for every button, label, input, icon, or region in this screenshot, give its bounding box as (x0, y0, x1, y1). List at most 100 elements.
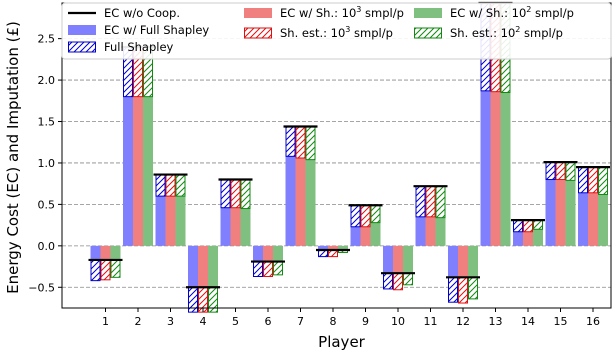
hatch-sh-1e2 (175, 174, 186, 197)
x-tick-label: 2 (135, 315, 142, 328)
bar-full-shapley (480, 90, 491, 246)
bar-full-shapley (350, 226, 361, 246)
hatch-sh-1e3 (523, 219, 533, 233)
x-axis-label: Player (318, 333, 366, 351)
x-tick-label: 10 (391, 315, 405, 328)
y-axis-label: Energy Cost (EC) and Imputation (£) (4, 21, 22, 294)
bar-sh-1e3 (425, 216, 436, 246)
hatch-sh-1e3 (263, 261, 273, 278)
hatch-sh-1e3 (360, 204, 371, 228)
legend-swatch (68, 41, 96, 53)
hatch-full-shapley (415, 185, 426, 218)
bar-sh-1e3 (295, 157, 306, 246)
x-tick-label: 14 (521, 315, 535, 328)
bar-sh-1e2 (598, 194, 608, 246)
bar-full-shapley (578, 192, 588, 246)
bar-sh-1e3 (458, 245, 468, 304)
bar-sh-1e3 (588, 192, 598, 246)
legend-box (61, 2, 612, 60)
bar-sh-1e3 (230, 207, 241, 246)
bar-sh-1e3 (165, 196, 176, 246)
x-tick-label: 3 (167, 315, 174, 328)
hatch-sh-1e2 (565, 161, 576, 181)
bar-sh-1e2 (533, 229, 543, 246)
hatch-full-shapley (513, 219, 523, 233)
bar-sh-1e3 (360, 226, 371, 246)
legend: EC w/o Coop. EC w/ Full Shapley Full Shapl… (61, 2, 612, 60)
bar-full-shapley (188, 245, 198, 313)
x-tick-label: 15 (554, 315, 568, 328)
legend-label: EC w/ Sh.: 103 smpl/p (280, 5, 404, 20)
bar-sh-1e2 (468, 245, 478, 299)
hatch-sh-1e2 (370, 204, 381, 224)
x-tick-label: 5 (232, 315, 239, 328)
legend-label: Sh. est.: 103 smpl/p (280, 25, 393, 40)
bar-sh-1e2 (240, 208, 251, 246)
hatch-sh-1e3 (555, 161, 566, 181)
bar-sh-1e2 (305, 159, 316, 246)
hatch-sh-1e3 (588, 166, 598, 194)
legend-label: EC w/ Sh.: 102 smpl/p (450, 5, 574, 20)
hatch-sh-1e2 (273, 261, 283, 276)
hatch-full-shapley (448, 276, 458, 303)
bar-sh-1e2 (143, 96, 153, 246)
x-tick-label: 16 (586, 315, 600, 328)
x-tick-label: 9 (362, 315, 369, 328)
hatch-sh-1e3 (295, 125, 306, 159)
bar-sh-1e2 (500, 92, 511, 246)
x-tick-label: 7 (297, 315, 304, 328)
x-tick-label: 4 (200, 315, 207, 328)
x-tick-label: 13 (489, 315, 503, 328)
bar-full-shapley (155, 196, 166, 246)
axes: −0.50.00.51.01.52.02.51 2 3 4 5 6 7 8 9 10 11 12 13 1… (28, 2, 612, 328)
bar-sh-1e3 (393, 245, 403, 290)
hatch-full-shapley (545, 161, 556, 181)
bar-sh-1e2 (370, 222, 381, 246)
hatch-full-shapley (578, 166, 588, 194)
legend-label: Full Shapley (104, 40, 174, 54)
y-tick-label: 2.0 (38, 74, 56, 87)
hatch-full-shapley (155, 174, 166, 197)
legend-swatch (414, 27, 442, 39)
bar-full-shapley (220, 207, 231, 246)
hatch-full-shapley (350, 204, 361, 228)
hatch-sh-1e2 (403, 272, 413, 286)
bar-sh-1e2 (175, 196, 186, 246)
hatch-sh-1e2 (598, 166, 608, 195)
bar-full-shapley (383, 245, 393, 289)
hatch-sh-1e3 (165, 174, 176, 197)
hatch-sh-1e2 (240, 179, 251, 210)
hatch-sh-1e3 (100, 259, 111, 281)
y-tick-label: 2.5 (38, 33, 56, 46)
bar-sh-1e3 (133, 96, 143, 246)
bar-sh-1e2 (273, 245, 283, 275)
y-tick-label: 0.5 (38, 198, 56, 211)
hatch-sh-1e3 (458, 276, 468, 304)
bar-full-shapley (545, 179, 556, 246)
bar-sh-1e3 (490, 91, 501, 246)
bar-full-shapley (513, 231, 523, 246)
legend-label: EC w/ Full Shapley (104, 23, 209, 37)
bar-sh-1e2 (565, 180, 576, 246)
x-tick-label: 6 (265, 315, 272, 328)
bar-sh-1e3 (523, 231, 533, 246)
hatch-sh-1e2 (305, 125, 316, 161)
bar-full-shapley (415, 216, 426, 246)
legend-label: Sh. est.: 102 smpl/p (450, 25, 563, 40)
x-tick-label: 1 (102, 315, 109, 328)
legend-swatch (68, 25, 96, 35)
legend-swatch (244, 27, 272, 39)
legend-swatch (414, 8, 442, 18)
legend-label: EC w/o Coop. (104, 6, 180, 20)
hatch-sh-1e3 (425, 185, 436, 218)
hatch-sh-1e2 (468, 276, 478, 300)
hatch-full-shapley (90, 259, 101, 282)
hatch-sh-1e2 (533, 219, 543, 230)
x-tick-label: 8 (330, 315, 337, 328)
bar-sh-1e2 (208, 245, 218, 313)
hatch-sh-1e3 (393, 272, 403, 291)
bar-full-shapley (123, 96, 133, 246)
hatch-sh-1e2 (435, 185, 446, 219)
hatch-full-shapley (220, 179, 231, 209)
